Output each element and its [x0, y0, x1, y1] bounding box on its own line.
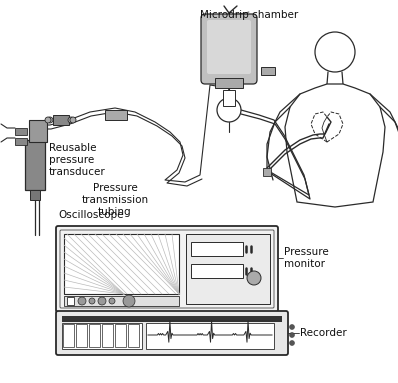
Bar — [223, 90, 235, 106]
Circle shape — [98, 297, 106, 305]
Circle shape — [217, 98, 241, 122]
Bar — [63, 324, 74, 347]
Circle shape — [68, 117, 74, 123]
Bar — [146, 323, 274, 349]
Bar — [25, 140, 45, 190]
Bar — [30, 190, 40, 200]
Bar — [64, 234, 179, 294]
Bar — [186, 234, 270, 304]
Text: Oscilloscope: Oscilloscope — [58, 210, 123, 220]
Polygon shape — [285, 84, 385, 207]
Circle shape — [289, 332, 295, 337]
Circle shape — [78, 297, 86, 305]
Bar — [191, 264, 243, 278]
FancyBboxPatch shape — [207, 20, 251, 74]
Circle shape — [45, 117, 51, 123]
Bar — [89, 324, 100, 347]
Bar — [64, 296, 179, 306]
Circle shape — [89, 298, 95, 304]
Text: Recorder: Recorder — [300, 328, 347, 338]
FancyBboxPatch shape — [56, 311, 288, 355]
Bar — [76, 324, 87, 347]
Bar — [128, 324, 139, 347]
Bar — [261, 67, 275, 75]
Bar — [191, 242, 243, 256]
Bar — [15, 138, 27, 145]
Text: Reusable
pressure
transducer: Reusable pressure transducer — [49, 143, 106, 177]
Circle shape — [315, 32, 355, 72]
Circle shape — [70, 117, 76, 123]
Bar — [263, 168, 271, 176]
Text: Microdrip chamber: Microdrip chamber — [200, 10, 298, 20]
Text: Pressure
transmission
tubing: Pressure transmission tubing — [82, 183, 148, 217]
Circle shape — [47, 117, 53, 123]
Circle shape — [289, 324, 295, 329]
Bar — [67, 297, 74, 305]
Bar — [29, 120, 47, 142]
Bar — [15, 128, 27, 135]
Circle shape — [123, 295, 135, 307]
Bar — [105, 110, 127, 120]
Circle shape — [109, 298, 115, 304]
Circle shape — [289, 340, 295, 345]
Bar — [53, 115, 69, 125]
Circle shape — [247, 271, 261, 285]
Bar — [62, 323, 142, 349]
Bar — [215, 78, 243, 88]
Text: Pressure
monitor: Pressure monitor — [284, 247, 329, 269]
FancyBboxPatch shape — [56, 226, 278, 312]
Bar — [62, 316, 282, 322]
Bar — [102, 324, 113, 347]
FancyBboxPatch shape — [201, 14, 257, 84]
Bar — [115, 324, 126, 347]
